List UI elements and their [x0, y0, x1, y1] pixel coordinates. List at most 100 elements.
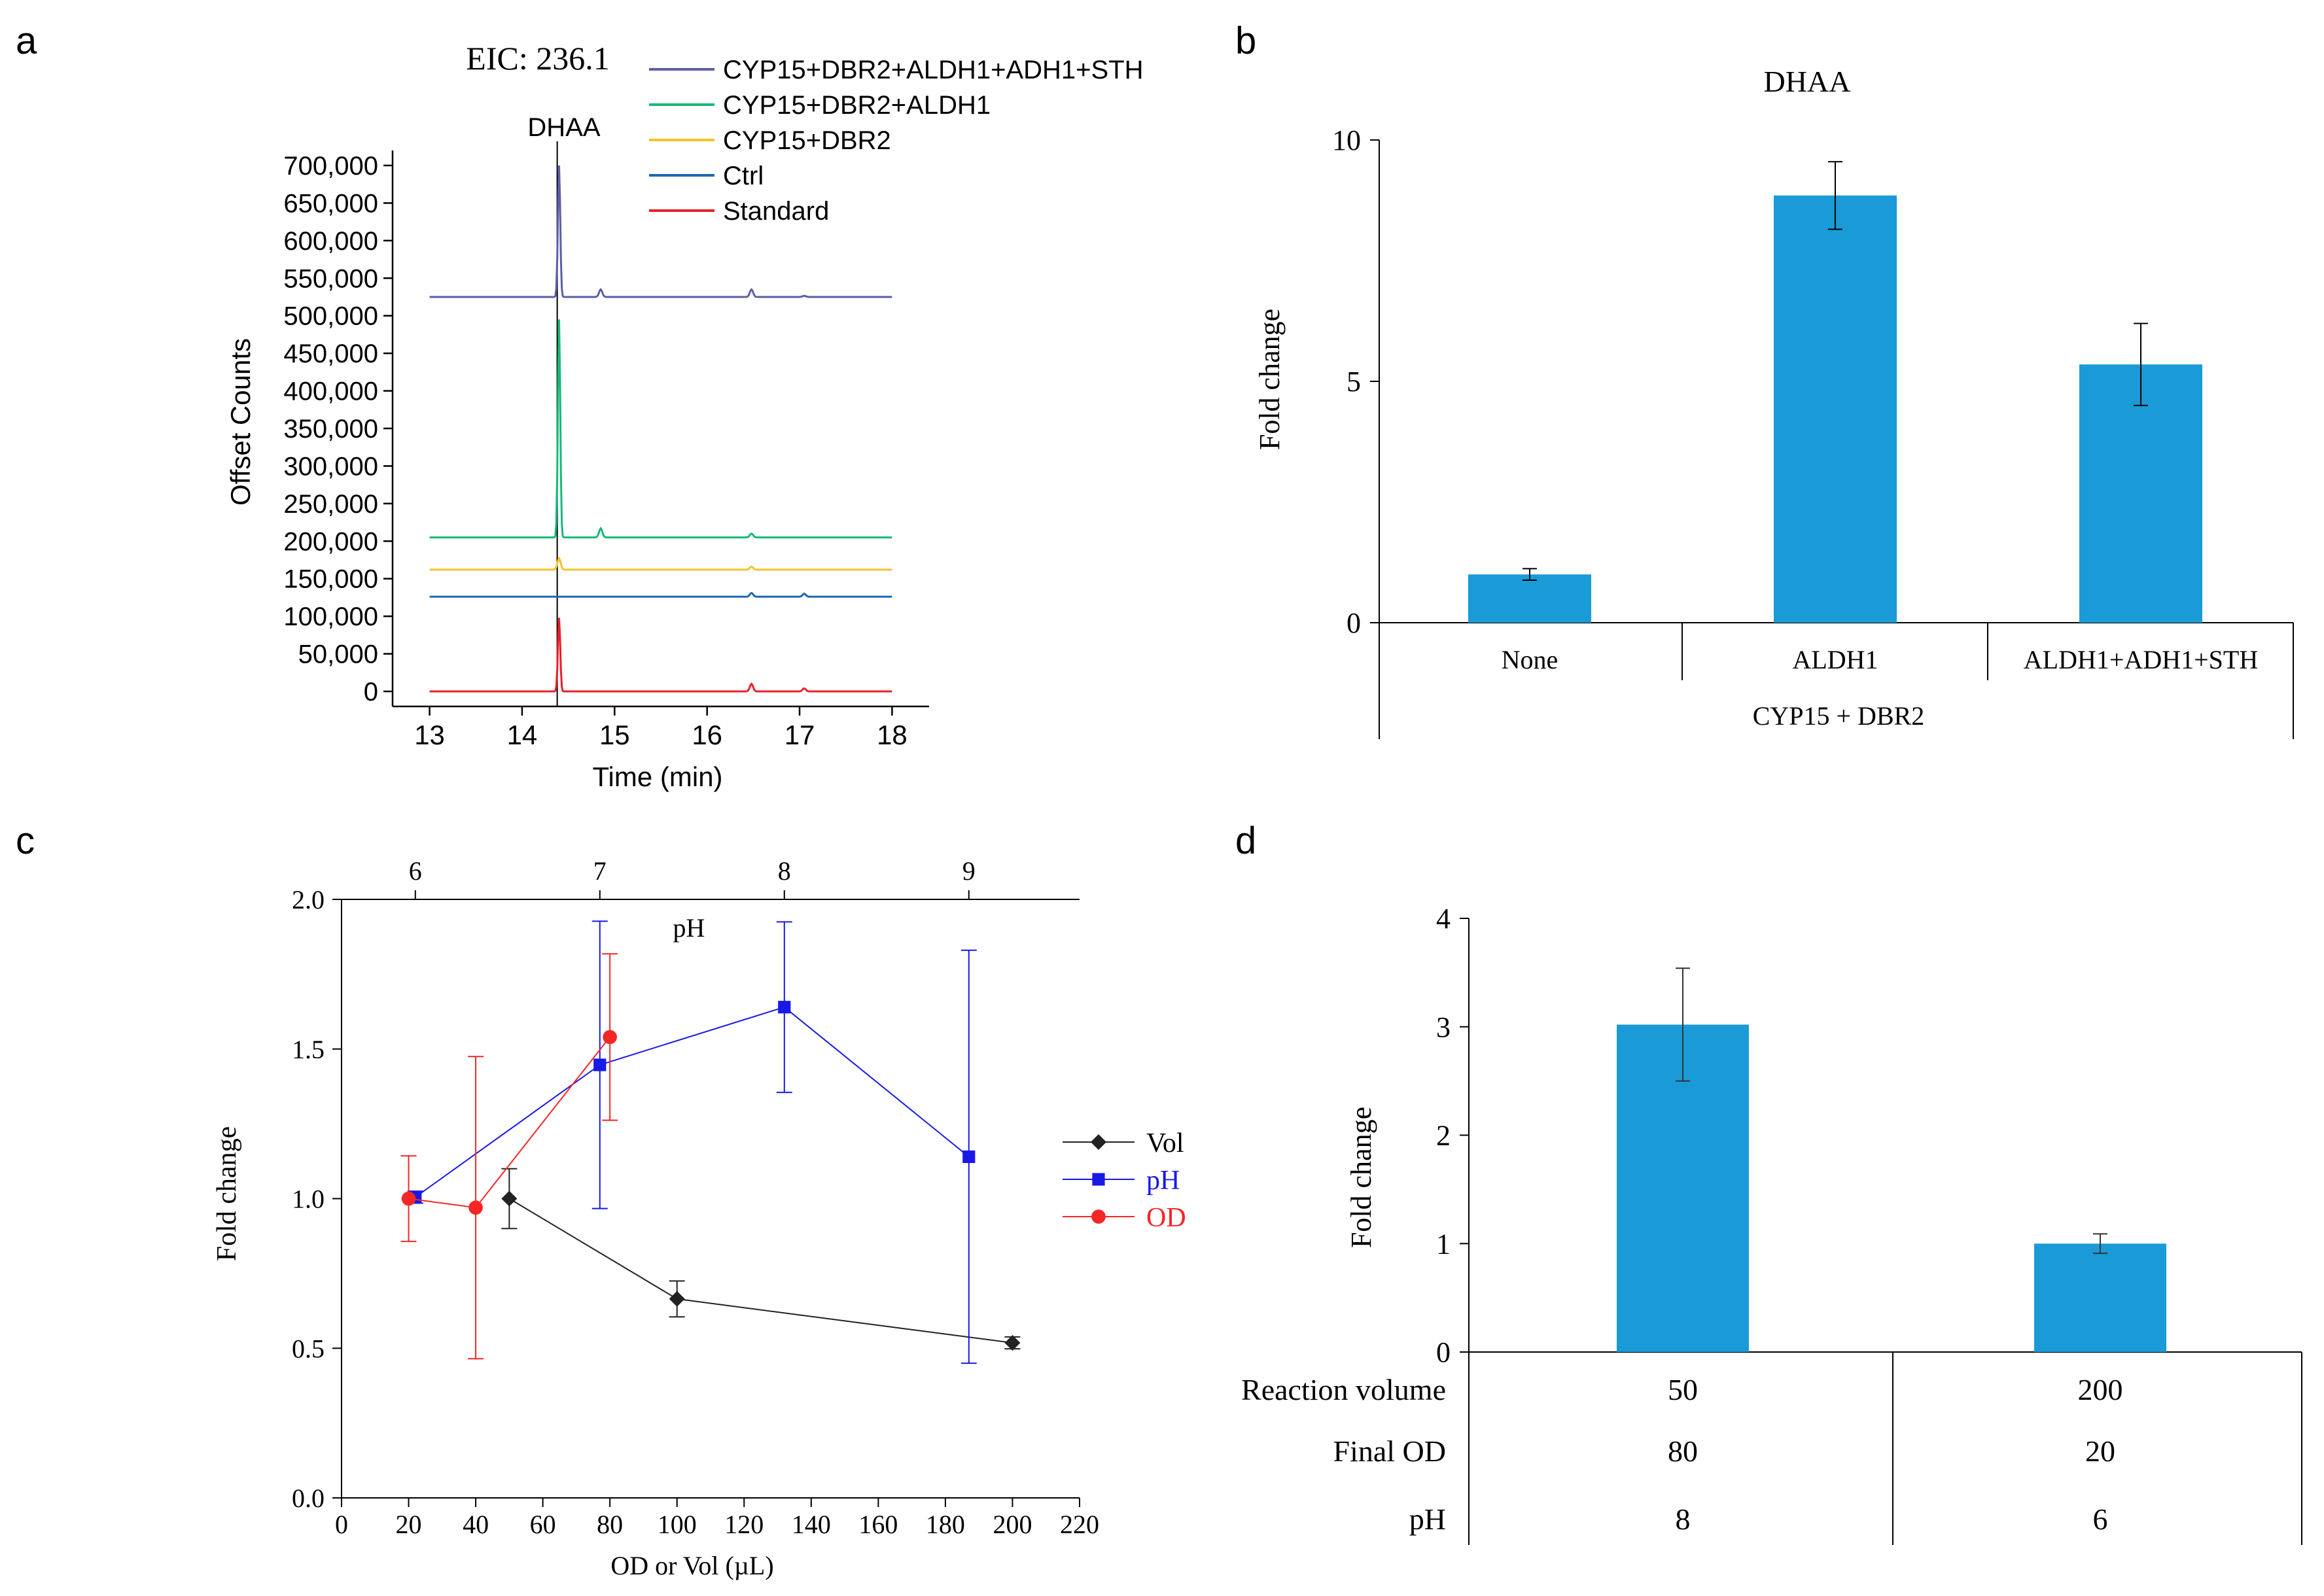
panel-c-marker-diamond — [1004, 1335, 1021, 1351]
panel-a-trace — [429, 556, 892, 571]
panel-c-legend-label: pH — [1146, 1166, 1180, 1196]
panel-c-marker-diamond — [1091, 1134, 1106, 1150]
panel-d-table-cell: 50 — [1668, 1373, 1698, 1406]
panel-b-category-label: None — [1502, 645, 1558, 674]
panel-d-y-tick-label: 4 — [1436, 903, 1451, 935]
panel-c-marker-circle — [468, 1200, 483, 1215]
panel-c-marker-diamond — [669, 1291, 685, 1307]
panel-b-y-tick-label: 0 — [1347, 607, 1361, 639]
panel-c-legend-label: Vol — [1146, 1128, 1184, 1158]
panel-c-y-tick-label: 2.0 — [292, 885, 325, 914]
panel-c-x-tick-label: 20 — [396, 1510, 422, 1539]
panel-a-trace — [429, 591, 892, 598]
panel-c-x-tick-label: 40 — [463, 1510, 489, 1539]
panel-b-bar-chart: DHAA Fold change CYP15 + DBR2 0 5 10 None AL… — [1254, 65, 2294, 739]
panel-a-y-tick-label: 300,000 — [283, 452, 378, 481]
panel-a-trace — [429, 319, 892, 539]
panel-label-c: c — [16, 820, 35, 862]
panel-d-y-tick-label: 3 — [1436, 1011, 1451, 1043]
panel-c-ylabel: Fold change — [212, 1126, 242, 1261]
panel-a-trace — [429, 617, 892, 693]
panel-a-title: EIC: 236.1 — [466, 40, 609, 77]
panel-c-top-tick-label: 8 — [778, 856, 791, 886]
panel-a-ylabel: Offset Counts — [225, 338, 256, 506]
panel-c-top-tick-label: 7 — [593, 856, 607, 886]
panel-d-y-tick-label: 0 — [1436, 1336, 1451, 1368]
panel-c-top-tick-label: 6 — [409, 856, 422, 886]
panel-a-y-tick-label: 50,000 — [298, 640, 378, 669]
panel-c-marker-square — [1092, 1173, 1105, 1186]
panel-a-x-tick-label: 14 — [507, 720, 538, 750]
panel-c-x-tick-label: 0 — [335, 1510, 348, 1539]
panel-d-table-row-label: pH — [1409, 1502, 1446, 1536]
panel-a-xlabel: Time (min) — [592, 761, 722, 792]
panel-c-marker-square — [593, 1058, 607, 1071]
panel-c-y-tick-label: 1.0 — [292, 1185, 325, 1214]
panel-c-y-tick-label: 0.5 — [292, 1334, 325, 1363]
panel-a-y-tick-label: 700,000 — [283, 152, 378, 181]
panel-c-marker-square — [962, 1150, 976, 1164]
panel-d-table-cell: 8 — [1676, 1502, 1691, 1536]
panel-c-line-chart: pH OD or Vol (µL) Fold change 0 20 40 60 80 1… — [212, 856, 1186, 1580]
panel-c-x-tick-label: 180 — [926, 1510, 965, 1539]
panel-b-y-tick-label: 5 — [1347, 366, 1361, 398]
panel-c-x-tick-label: 80 — [597, 1510, 623, 1539]
panel-c-marker-circle — [603, 1030, 617, 1045]
panel-c-marker-square — [778, 1001, 791, 1014]
panel-a-y-tick-label: 400,000 — [283, 377, 378, 406]
panel-b-title: DHAA — [1764, 65, 1851, 98]
panel-c-xlabel: OD or Vol (µL) — [610, 1551, 773, 1580]
panel-b-ylabel: Fold change — [1254, 309, 1286, 450]
panel-c-top-tick-label: 9 — [962, 856, 976, 886]
panel-a-legend-label: Standard — [723, 197, 829, 226]
panel-d-ylabel: Fold change — [1345, 1107, 1377, 1248]
panel-b-bar — [1774, 195, 1897, 623]
panel-c-x-tick-label: 100 — [658, 1510, 697, 1539]
panel-c-x-tick-label: 160 — [858, 1510, 898, 1539]
panel-a-y-tick-label: 650,000 — [283, 189, 378, 218]
panel-a-x-tick-label: 17 — [784, 720, 815, 750]
panel-label-a: a — [16, 20, 37, 62]
panel-a-x-tick-label: 13 — [414, 720, 445, 750]
panel-c-y-tick-label: 1.5 — [292, 1035, 325, 1064]
panel-c-x-tick-label: 60 — [530, 1510, 556, 1539]
panel-a-x-tick-label: 18 — [877, 720, 907, 750]
panel-b-group-label: CYP15 + DBR2 — [1753, 701, 1925, 731]
panel-d-table-row-label: Reaction volume — [1241, 1373, 1446, 1406]
panel-a-x-tick-label: 15 — [599, 720, 630, 750]
panel-a-y-tick-label: 550,000 — [283, 264, 378, 293]
panel-c-marker-circle — [401, 1191, 416, 1206]
panel-d-table-cell: 20 — [2085, 1434, 2115, 1468]
panel-a-y-tick-label: 350,000 — [283, 415, 378, 443]
panel-a-legend-label: CYP15+DBR2+ALDH1+ADH1+STH — [723, 56, 1144, 84]
panel-a-y-tick-label: 500,000 — [283, 302, 378, 331]
panel-c-x-tick-label: 220 — [1060, 1510, 1099, 1539]
panel-d-table-cell: 200 — [2078, 1373, 2123, 1406]
panel-c-top-xlabel: pH — [673, 913, 705, 943]
panel-b-bar — [2079, 364, 2202, 623]
panel-d-y-tick-label: 1 — [1436, 1228, 1451, 1260]
panel-b-y-tick-label: 10 — [1332, 124, 1361, 156]
panel-label-d: d — [1235, 820, 1256, 862]
panel-a-legend-label: Ctrl — [723, 162, 764, 190]
panel-a-legend-label: CYP15+DBR2+ALDH1 — [723, 91, 991, 120]
panel-c-x-tick-label: 140 — [792, 1510, 831, 1539]
panel-a-legend-label: CYP15+DBR2 — [723, 126, 891, 155]
panel-a-y-tick-label: 100,000 — [283, 602, 378, 631]
panel-c-marker-diamond — [501, 1190, 518, 1207]
panel-label-b: b — [1235, 20, 1256, 62]
panel-c-series-line — [415, 1006, 970, 1198]
panel-a-y-tick-label: 450,000 — [283, 339, 378, 368]
panel-c-y-tick-label: 0.0 — [292, 1483, 325, 1513]
panel-d-y-tick-label: 2 — [1436, 1120, 1451, 1152]
panel-a-x-tick-label: 16 — [692, 720, 722, 750]
panel-b-bar — [1468, 574, 1591, 623]
panel-c-x-tick-label: 120 — [724, 1510, 764, 1539]
panel-a-trace — [429, 165, 892, 298]
panel-d-bar-chart: Fold change 0 1 2 3 4 Reaction volume 50 200 Fin… — [1241, 903, 2302, 1545]
panel-d-bar — [2034, 1243, 2166, 1352]
panel-c-marker-circle — [1091, 1209, 1106, 1224]
panel-b-category-label: ALDH1+ADH1+STH — [2024, 645, 2258, 674]
panel-a-y-tick-label: 600,000 — [283, 227, 378, 256]
